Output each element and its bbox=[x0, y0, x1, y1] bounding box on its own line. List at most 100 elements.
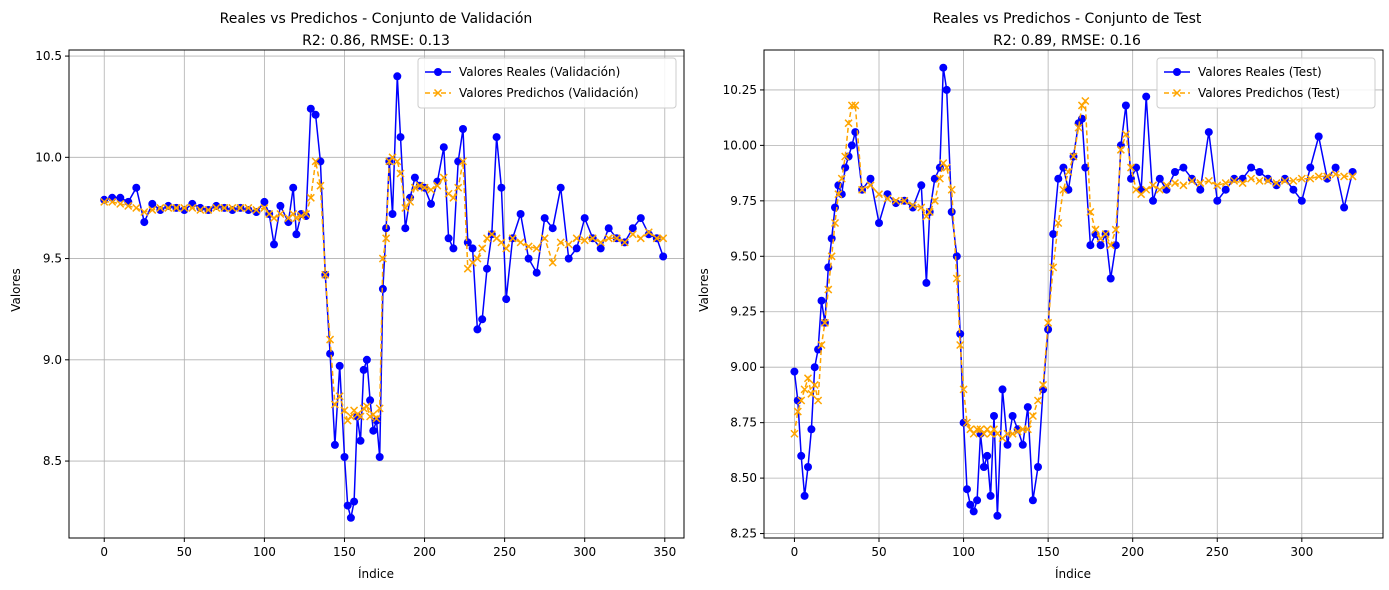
data-point-predicted bbox=[1255, 176, 1264, 185]
data-point-predicted bbox=[378, 254, 387, 263]
data-point-predicted bbox=[401, 203, 410, 212]
chart-title: Reales vs Predichos - Conjunto de Valida… bbox=[220, 11, 533, 27]
data-point-real bbox=[834, 181, 843, 190]
data-point-predicted bbox=[372, 414, 381, 423]
legend-label-pred: Valores Predichos (Test) bbox=[1198, 86, 1340, 100]
data-point-predicted bbox=[831, 218, 840, 228]
data-point-real bbox=[359, 365, 368, 374]
data-point-predicted bbox=[269, 214, 279, 223]
data-point-predicted bbox=[1142, 185, 1151, 194]
data-point-real bbox=[831, 203, 839, 212]
x-tick-label: 0 bbox=[791, 545, 799, 559]
data-point-real bbox=[628, 224, 637, 233]
data-point-predicted bbox=[375, 404, 384, 413]
data-point-real bbox=[311, 110, 320, 119]
data-point-real bbox=[1255, 168, 1264, 176]
data-point-predicted bbox=[454, 183, 463, 192]
data-point-real bbox=[986, 491, 995, 500]
data-point-predicted bbox=[156, 203, 165, 212]
y-tick-label: 8.75 bbox=[730, 416, 757, 430]
data-point-real bbox=[556, 183, 565, 192]
data-point-real bbox=[335, 361, 344, 370]
data-point-real bbox=[516, 210, 525, 218]
data-point-real bbox=[942, 85, 951, 94]
data-point-real bbox=[1247, 163, 1256, 172]
data-point-real bbox=[947, 207, 956, 216]
data-point-predicted bbox=[1272, 179, 1281, 188]
data-point-predicted bbox=[292, 214, 301, 223]
y-tick-label: 9.50 bbox=[730, 249, 757, 263]
data-point-real bbox=[969, 507, 978, 516]
data-point-real bbox=[1204, 128, 1213, 137]
data-point-real bbox=[1028, 496, 1037, 505]
data-point-real bbox=[284, 218, 293, 227]
data-point-predicted bbox=[1340, 172, 1349, 181]
data-point-predicted bbox=[540, 234, 549, 243]
data-point-real bbox=[827, 234, 836, 243]
x-tick-label: 150 bbox=[1037, 545, 1060, 559]
y-axis-label: Valores bbox=[9, 268, 23, 312]
data-point-real bbox=[548, 224, 557, 233]
data-point-predicted bbox=[382, 234, 391, 243]
data-point-predicted bbox=[883, 194, 892, 203]
data-point-real bbox=[1155, 174, 1164, 183]
data-point-predicted bbox=[1069, 152, 1078, 161]
x-tick-label: 300 bbox=[1290, 545, 1313, 559]
data-point-real bbox=[604, 224, 613, 233]
data-point-predicted bbox=[260, 203, 269, 212]
data-point-predicted bbox=[508, 234, 517, 243]
data-point-real bbox=[790, 367, 799, 376]
data-point-predicted bbox=[1187, 176, 1196, 185]
data-point-real bbox=[1213, 196, 1222, 205]
chart-test: Reales vs Predichos - Conjunto de Test R… bbox=[697, 11, 1384, 581]
data-point-real bbox=[1196, 185, 1205, 194]
data-point-real bbox=[1171, 168, 1179, 176]
data-point-predicted bbox=[1111, 225, 1120, 234]
data-point-predicted bbox=[952, 274, 961, 283]
y-tick-label: 10.5 bbox=[35, 49, 62, 63]
data-point-predicted bbox=[321, 270, 330, 279]
y-tick-label: 10.00 bbox=[723, 138, 757, 152]
data-point-real bbox=[132, 183, 141, 192]
data-point-predicted bbox=[1101, 230, 1110, 239]
data-point-predicted bbox=[1126, 163, 1136, 172]
data-point-real bbox=[866, 174, 875, 183]
data-point-real bbox=[1331, 163, 1340, 172]
data-point-predicted bbox=[580, 236, 589, 245]
data-point-predicted bbox=[449, 193, 458, 202]
data-point-real bbox=[883, 190, 892, 199]
data-point-predicted bbox=[1091, 225, 1100, 234]
data-point-real bbox=[396, 133, 405, 142]
data-point-predicted bbox=[1221, 179, 1230, 188]
data-point-predicted bbox=[1179, 181, 1188, 190]
data-point-real bbox=[1348, 168, 1357, 176]
y-tick-label: 8.5 bbox=[43, 454, 62, 468]
data-point-predicted bbox=[1170, 179, 1180, 188]
data-point-real bbox=[814, 345, 823, 354]
data-point-real bbox=[1106, 274, 1115, 283]
data-point-real bbox=[1297, 196, 1306, 205]
data-point-real bbox=[108, 193, 117, 202]
x-tick-label: 250 bbox=[493, 545, 516, 559]
x-tick-label: 100 bbox=[253, 545, 276, 559]
data-point-predicted bbox=[220, 203, 229, 212]
data-point-predicted bbox=[636, 234, 645, 243]
data-point-real bbox=[636, 214, 645, 223]
data-point-predicted bbox=[502, 244, 511, 253]
data-point-predicted bbox=[891, 196, 900, 205]
data-point-real bbox=[956, 329, 965, 338]
legend-marker-real bbox=[1173, 68, 1181, 76]
data-point-predicted bbox=[1064, 167, 1073, 177]
data-point-real bbox=[1340, 203, 1349, 212]
data-point-predicted bbox=[942, 163, 951, 172]
y-tick-label: 9.75 bbox=[730, 194, 757, 208]
data-point-predicted bbox=[1074, 123, 1083, 132]
data-point-predicted bbox=[659, 234, 668, 243]
data-point-predicted bbox=[917, 203, 926, 212]
data-point-predicted bbox=[1289, 176, 1298, 185]
data-point-predicted bbox=[180, 203, 189, 212]
data-point-predicted bbox=[841, 152, 850, 161]
data-point-real bbox=[148, 199, 157, 208]
data-point-real bbox=[366, 396, 375, 405]
data-point-predicted bbox=[148, 205, 157, 214]
